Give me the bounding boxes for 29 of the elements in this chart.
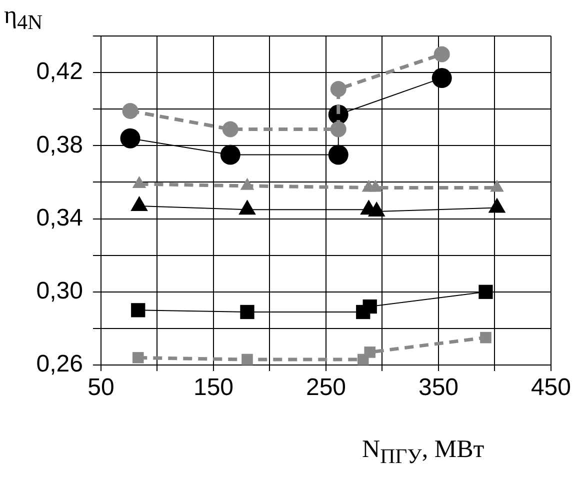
point	[242, 354, 253, 365]
y-axis-title: η$_{4N}$	[4, 2, 43, 35]
point	[362, 299, 377, 314]
x-tick-label: 150	[193, 374, 234, 402]
y-tick-label: 0,38	[36, 131, 83, 158]
point	[330, 81, 346, 98]
y-tick-label: 0,42	[36, 58, 83, 86]
point	[330, 121, 346, 138]
x-tick-label: 250	[306, 374, 346, 402]
point	[132, 352, 144, 364]
point	[240, 304, 254, 320]
point	[222, 121, 238, 138]
point	[434, 46, 450, 62]
x-tick-label: 450	[530, 374, 571, 402]
point	[432, 68, 452, 88]
point	[480, 332, 492, 344]
y-tick-label: 0,34	[36, 204, 83, 232]
point	[364, 346, 376, 358]
y-tick-label: 0,26	[36, 350, 83, 378]
point	[220, 144, 240, 165]
point	[131, 303, 146, 318]
point	[120, 128, 140, 148]
y-tick-label: 0,30	[36, 278, 83, 305]
x-axis-title: N$_{ПГУ}$, МВт	[362, 436, 484, 469]
point	[328, 144, 348, 165]
x-tick-label: 50	[88, 374, 114, 402]
x-tick-label: 350	[418, 374, 459, 402]
point	[478, 284, 493, 299]
point	[122, 102, 138, 119]
